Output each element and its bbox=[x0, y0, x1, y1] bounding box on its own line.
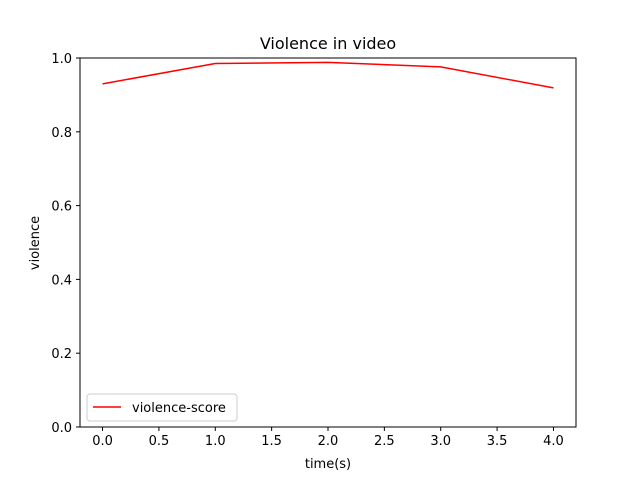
x-tick-label: 3.5 bbox=[487, 434, 508, 449]
x-tick-label: 0.0 bbox=[92, 434, 113, 449]
series-layer bbox=[102, 61, 554, 89]
y-axis-label: violence bbox=[28, 216, 43, 270]
x-tick-label: 3.0 bbox=[430, 434, 451, 449]
legend: violence-score bbox=[86, 393, 238, 422]
y-tick-label: 0.2 bbox=[51, 347, 72, 362]
legend-label: violence-score bbox=[132, 401, 226, 416]
y-tick-label: 0.8 bbox=[51, 126, 72, 141]
series-line-violence-score bbox=[102, 61, 554, 89]
x-tick-label: 4.0 bbox=[543, 434, 564, 449]
x-tick-label: 2.0 bbox=[318, 434, 339, 449]
x-tick-label: 1.5 bbox=[261, 434, 282, 449]
x-tick-label: 2.5 bbox=[374, 434, 395, 449]
chart-title: Violence in video bbox=[260, 34, 396, 53]
x-tick-label: 0.5 bbox=[149, 434, 170, 449]
y-tick-label: 1.0 bbox=[51, 52, 72, 67]
y-axis-ticks: 0.0 0.2 0.4 0.6 0.8 1.0 bbox=[51, 52, 80, 436]
y-tick-label: 0.4 bbox=[51, 273, 72, 288]
y-tick-label: 0.0 bbox=[51, 421, 72, 436]
legend-box bbox=[86, 393, 238, 422]
y-tick-label: 0.6 bbox=[51, 200, 72, 215]
axes-frame bbox=[79, 57, 577, 428]
x-axis-ticks: 0.0 0.5 1.0 1.5 2.0 2.5 3.0 3.5 4.0 bbox=[92, 427, 564, 449]
x-tick-label: 1.0 bbox=[205, 434, 226, 449]
x-axis-label: time(s) bbox=[305, 457, 351, 472]
